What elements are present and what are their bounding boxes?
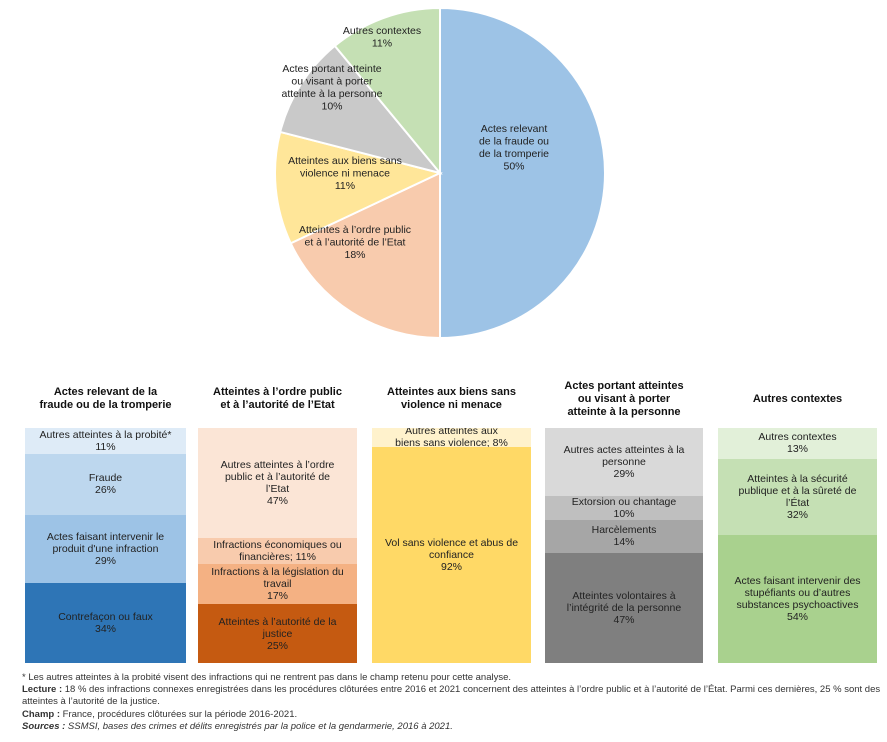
bar-segment-label: public et à l’autorité de <box>224 471 331 484</box>
pie-slice <box>289 171 441 340</box>
bar-segment: Extorsion ou chantage 10% <box>545 496 703 520</box>
bar-segment-label: Autres atteintes à l’ordre <box>220 459 335 472</box>
bar-segment: Autres atteintes à l’ordre public et à l’… <box>198 428 357 539</box>
bar-segment-label: 92% <box>440 560 462 573</box>
bar-column-title: Actes relevant de la fraude ou de la trom… <box>39 386 172 411</box>
bar-segment-label: l’État <box>785 496 810 509</box>
stacked-bar: Autres atteintes à l’ordre public et à l’… <box>198 428 357 663</box>
bar-segment-label: 29% <box>613 468 635 481</box>
pie-slice-label: Actes relevant de la fraude ou de la tromp… <box>479 123 549 173</box>
bar-segment: Infractions à la législation du travail 17… <box>198 564 357 605</box>
bar-segment-label: justice <box>262 627 293 640</box>
bar-segment-label: 11% <box>95 440 116 453</box>
pie-slice <box>274 130 443 245</box>
bar-segment: Autres actes atteintes à la personne 29% <box>545 428 703 497</box>
pie-slice <box>278 44 443 175</box>
bar-segment: Infractions économiques ou financières; 1… <box>198 538 357 565</box>
bar-segment: Contrefaçon ou faux 34% <box>25 583 186 663</box>
bar-segment-label: 34% <box>94 623 116 636</box>
bar-segment-label: 54% <box>786 610 808 623</box>
footnote-lecture: Lecture : 18 % des infractions connexes … <box>22 684 881 708</box>
bar-segment-label: Atteintes à l’autorité de la <box>218 615 337 628</box>
bar-column-title: Actes portant atteintes ou visant à porte… <box>564 379 684 418</box>
bar-segment-label: 47% <box>613 613 635 626</box>
bar-column-title: Atteintes aux biens sans violence ni mena… <box>387 386 516 411</box>
bar-column-title: Autres contextes <box>752 392 843 405</box>
bar-segment-label: 47% <box>266 495 288 508</box>
bar-segment-label: 17% <box>266 590 288 603</box>
bar-segment-label: 25% <box>266 639 288 652</box>
bar-segment-label: Fraude <box>88 472 123 485</box>
bar-segment-label: confiance <box>429 548 474 561</box>
bar-segment-label: l’Etat <box>265 483 290 496</box>
bar-segment-label: publique et à la sûreté de <box>738 484 857 497</box>
pie-slice-label: Atteintes aux biens sans violence ni mena… <box>288 155 402 192</box>
bar-segment-label: 14% <box>613 536 635 549</box>
bar-segment-label: Vol sans violence et abus de <box>384 536 519 549</box>
bar-segment: Atteintes à la sécurité publique et à la … <box>718 458 877 535</box>
bar-segment: Actes faisant intervenir des stupéfiants … <box>718 534 877 663</box>
bar-segment-label: Autres atteintes à la probité* <box>39 428 172 441</box>
bar-segment: Autres atteintes aux biens sans violence;… <box>372 428 531 447</box>
bar-segment-label: produit d'une infraction <box>52 543 159 555</box>
bar-segment-label: 10% <box>613 507 635 520</box>
stacked-bar: Autres actes atteintes à la personne 29% Ex… <box>545 428 703 663</box>
bar-segment-label: Autres atteintes aux <box>405 428 498 438</box>
bar-segment: Actes faisant intervenir le produit d'une… <box>25 514 186 584</box>
bar-segment-label: stupéfiants ou d’autres <box>744 586 851 599</box>
stacked-bar: Autres contextes 13% Atteintes à la sécuri… <box>718 428 877 663</box>
bar-segment: Harcèlements 14% <box>545 519 703 553</box>
bar-segment-label: 29% <box>94 555 116 567</box>
bar-segment-label: Infractions économiques ou <box>213 539 342 552</box>
footnote-asterisk: * Les autres atteintes à la probité vise… <box>22 672 512 683</box>
bar-segment-label: Autres actes atteintes à la <box>563 444 685 457</box>
bar-segment-label: substances psychoactives <box>736 598 859 611</box>
pie-slice <box>439 6 606 340</box>
pie-slice-label: Actes portant atteinte ou visant à porter… <box>282 63 383 113</box>
bar-segment-label: Atteintes volontaires à <box>572 589 676 602</box>
footnote-sources: Sources : SSMSI, bases des crimes et dél… <box>22 720 453 732</box>
bar-segment-label: travail <box>263 578 292 591</box>
bar-segment: Autres atteintes à la probité* 11% <box>25 428 186 454</box>
footnotes: * Les autres atteintes à la probité vise… <box>22 672 882 733</box>
bar-segment: Vol sans violence et abus de confiance 92% <box>372 446 531 663</box>
bar-segment-label: personne <box>602 456 646 469</box>
bar-segment: Atteintes à l’autorité de la justice 25% <box>198 604 357 663</box>
bar-segment-label: biens sans violence; 8% <box>395 437 508 447</box>
footnote-champ: Champ : France, procédures clôturées sur… <box>22 708 298 720</box>
bar-column-title: Atteintes à l’ordre public et à l’autorit… <box>213 386 342 411</box>
pie-chart: Actes relevant de la fraude ou de la tromp… <box>274 6 606 340</box>
bar-segment: Fraude 26% <box>25 453 186 515</box>
bar-segment-label: Extorsion ou chantage <box>571 496 677 508</box>
bar-segment-label: Actes faisant intervenir le <box>46 531 165 543</box>
pie-slice <box>333 6 441 176</box>
stacked-bar: Autres atteintes aux biens sans violence;… <box>372 428 531 663</box>
bar-segment-label: Contrefaçon ou faux <box>58 611 153 624</box>
bar-segment: Atteintes volontaires à l’intégrité de la… <box>545 552 703 663</box>
pie-slice-label: Autres contextes 11% <box>343 25 421 50</box>
stacked-bar: Autres atteintes à la probité* 11% Fraude 2… <box>25 428 186 663</box>
bar-segment: Autres contextes 13% <box>718 428 877 459</box>
bar-segment-label: 32% <box>786 508 808 521</box>
bar-segment-label: Infractions à la législation du <box>211 566 344 579</box>
bar-segment-label: l’intégrité de la personne <box>566 601 682 614</box>
bar-segment-label: financières; 11% <box>239 551 316 564</box>
bar-segment-label: Autres contextes <box>758 431 837 444</box>
bar-segment-label: Atteintes à la sécurité <box>747 472 848 485</box>
bar-segment-label: 13% <box>786 443 808 456</box>
bar-segment-label: Actes faisant intervenir des <box>734 574 861 587</box>
bar-segment-label: 26% <box>94 484 116 497</box>
pie-slice-label: Atteintes à l’ordre public et à l’autorit… <box>299 224 411 261</box>
bar-segment-label: Harcèlements <box>591 524 657 537</box>
